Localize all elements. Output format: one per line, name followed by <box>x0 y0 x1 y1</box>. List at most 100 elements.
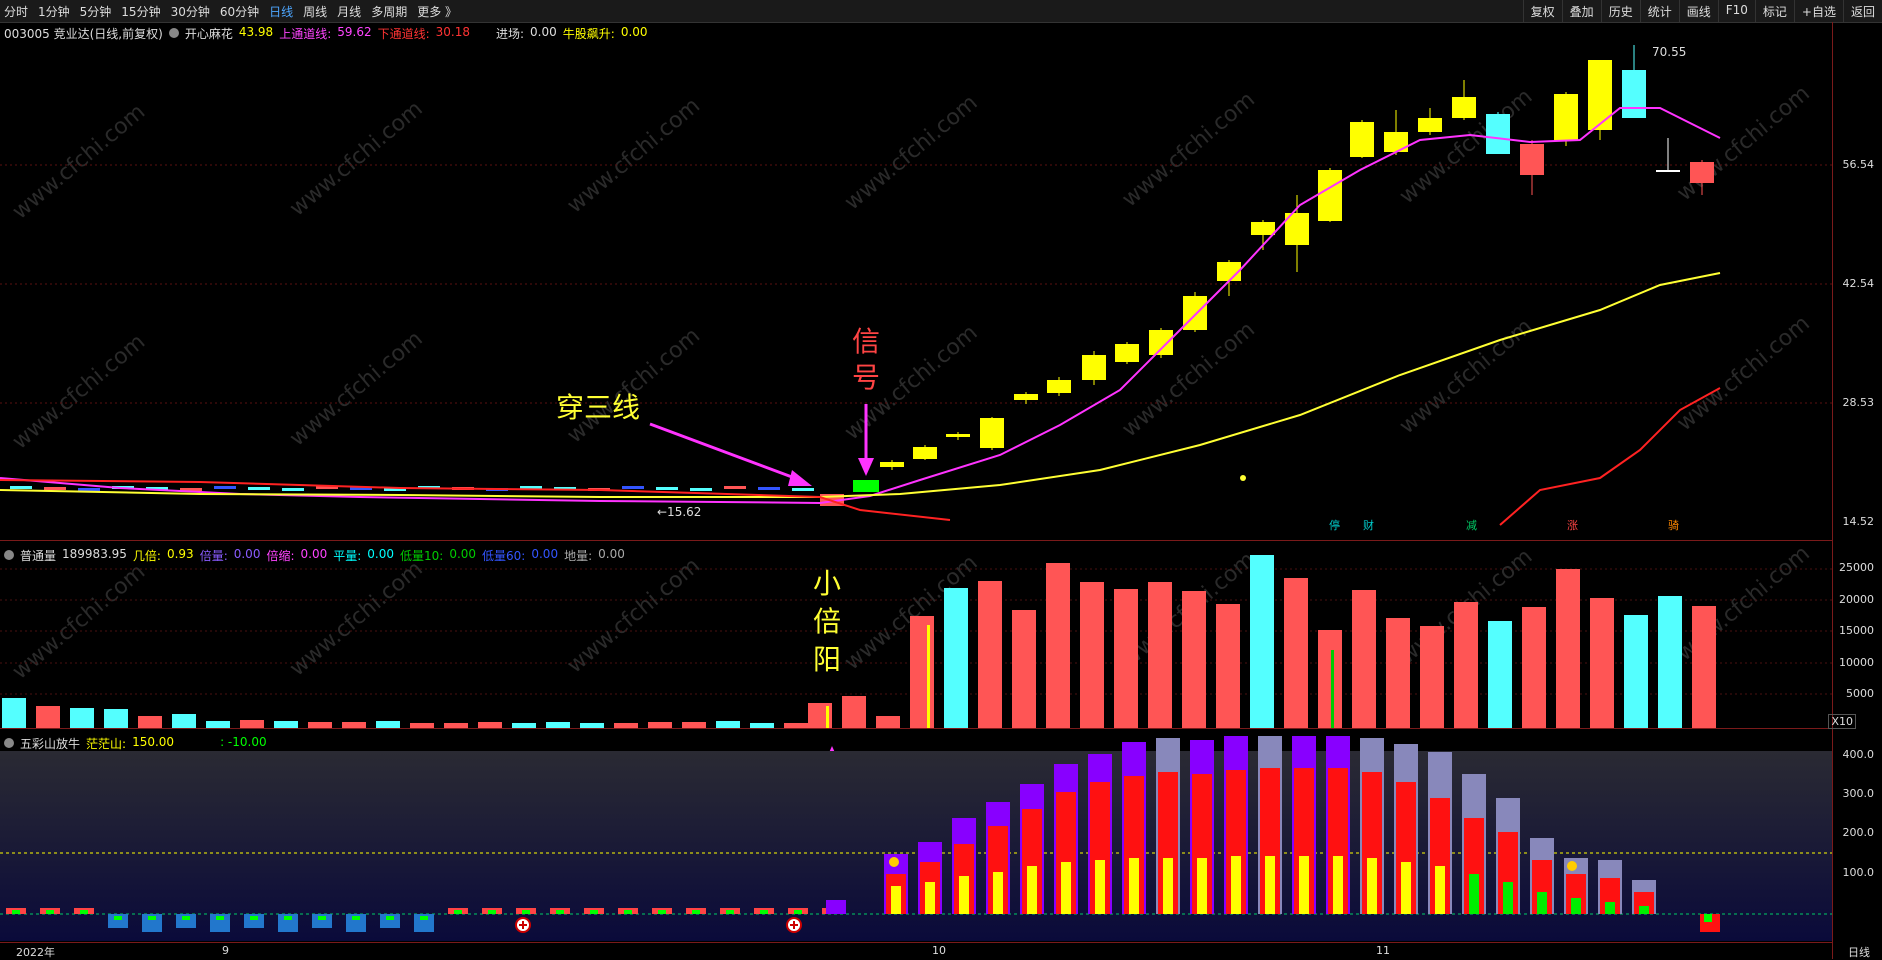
volume-bar <box>376 721 400 728</box>
volume-panel-info: 普通量 189983.95 几倍: 0.93 倍量: 0.00 倍缩: 0.00 平量… <box>4 547 625 564</box>
wucai-small <box>278 914 298 932</box>
wucai-small-inner <box>760 910 768 914</box>
candle-body <box>880 462 904 467</box>
event-label[interactable]: 骑 <box>1668 519 1679 532</box>
wucai-small-inner <box>386 916 394 920</box>
wucai-value2: : -10.00 <box>220 735 267 749</box>
wucai-bar-mid <box>1328 768 1348 914</box>
wucai-bar-mid <box>1498 832 1518 914</box>
lower-label: 下通道线: <box>377 27 430 41</box>
settings-icon[interactable] <box>4 547 14 564</box>
wucai-small-inner <box>352 916 360 920</box>
vol-item-label: 低量10: <box>399 549 444 563</box>
lower-value: 30.18 <box>435 25 470 39</box>
event-label[interactable]: 涨 <box>1567 519 1578 532</box>
wucai-small <box>346 914 366 932</box>
vol-item-value: 0.00 <box>300 547 328 561</box>
indicator-value: 43.98 <box>238 25 274 39</box>
tab-period[interactable]: 更多 》 <box>417 5 458 19</box>
draw-button[interactable]: 画线 <box>1678 0 1718 22</box>
wucai-bar-mid <box>1260 768 1280 914</box>
candle-body <box>44 487 66 490</box>
tab-period[interactable]: 30分钟 <box>170 5 210 19</box>
y-tick-main: 14.52 <box>1842 515 1875 528</box>
arrow-head <box>858 458 874 476</box>
indicator-name: 开心麻花 <box>184 27 233 41</box>
wucai-bar-outer <box>918 842 942 914</box>
event-label[interactable]: 停 <box>1329 519 1340 532</box>
tab-period[interactable]: 1分钟 <box>38 5 70 19</box>
candle-body <box>1588 60 1612 130</box>
overlay-button[interactable]: 叠加 <box>1561 0 1601 22</box>
upper-label: 上通道线: <box>279 27 332 41</box>
candle-body <box>792 488 814 491</box>
settings-icon[interactable] <box>4 735 14 752</box>
watermark-text: www.cfchi.com <box>840 780 982 905</box>
wucai-bar-inner <box>925 882 935 914</box>
mark-button[interactable]: 标记 <box>1754 0 1794 22</box>
watermark-text: www.cfchi.com <box>1672 771 1814 896</box>
watermark-text: www.cfchi.com <box>1672 311 1814 436</box>
wucai-bar-outer <box>826 900 846 914</box>
wucai-bar-inner <box>1639 906 1649 914</box>
wucai-small-inner <box>80 910 88 914</box>
volume-bar <box>1046 563 1070 728</box>
event-label[interactable]: 减 <box>1466 519 1477 532</box>
wucai-bar-outer <box>1292 736 1316 914</box>
candle-body <box>554 487 576 490</box>
stats-button[interactable]: 统计 <box>1639 0 1679 22</box>
tab-period[interactable]: 多周期 <box>371 5 408 19</box>
period-label[interactable]: 日线 <box>1848 946 1870 959</box>
watermark-text: www.cfchi.com <box>1395 544 1537 669</box>
wucai-bar-outer <box>1224 736 1248 914</box>
ma-line-red-upper <box>1499 387 1721 526</box>
wucai-bar-outer <box>1190 740 1214 914</box>
y-tick-main: 56.54 <box>1842 158 1875 171</box>
volume-bar <box>1556 569 1580 728</box>
low-price-label: ←15.62 <box>657 505 702 519</box>
settings-icon[interactable] <box>168 25 179 42</box>
wucai-label1: 茫茫山: <box>86 737 127 751</box>
tab-period[interactable]: 15分钟 <box>121 5 161 19</box>
wucai-bar-mid <box>1464 818 1484 914</box>
volume-bar <box>274 721 298 728</box>
scale-badge[interactable]: X10 <box>1828 714 1856 729</box>
tab-period-active[interactable]: 日线 <box>269 5 294 19</box>
volume-bar <box>206 721 230 728</box>
history-button[interactable]: 历史 <box>1600 0 1640 22</box>
tab-period[interactable]: 分时 <box>4 5 29 19</box>
panel-divider <box>0 540 1832 541</box>
candle-body <box>316 486 338 489</box>
watermark-text: www.cfchi.com <box>8 99 150 224</box>
volume-bar <box>808 703 832 728</box>
wucai-bar-mid <box>920 862 940 914</box>
wucai-value1: 150.00 <box>132 735 175 749</box>
f10-button[interactable]: F10 <box>1717 0 1755 22</box>
wucai-bar-inner <box>1571 898 1581 914</box>
wucai-small <box>74 908 94 914</box>
vol-item-value: 0.00 <box>449 547 477 561</box>
tab-period[interactable]: 60分钟 <box>219 5 260 19</box>
fuquan-button[interactable]: 复权 <box>1522 0 1562 22</box>
add-watchlist-button[interactable]: +自选 <box>1793 0 1843 22</box>
gold-dot <box>1567 861 1577 871</box>
tab-period[interactable]: 周线 <box>303 5 328 19</box>
x-tick: 2022年 <box>16 946 55 959</box>
y-tick-vol: 25000 <box>1839 561 1874 574</box>
volume-bar <box>944 588 968 728</box>
wucai-bar-outer <box>1258 736 1282 914</box>
stock-title: 003005 竞业达(日线,前复权) <box>4 27 163 41</box>
volume-marker <box>826 706 829 728</box>
tab-period[interactable]: 月线 <box>337 5 362 19</box>
wucai-small-inner <box>522 910 530 914</box>
wucai-small-inner <box>590 910 598 914</box>
tab-period[interactable]: 5分钟 <box>79 5 112 19</box>
wucai-bar-mid <box>1600 878 1620 914</box>
back-button[interactable]: 返回 <box>1842 0 1882 22</box>
event-label[interactable]: 财 <box>1363 519 1374 532</box>
ma-line-red-lower <box>0 479 951 521</box>
candle-body <box>656 487 678 490</box>
wucai-bar-outer <box>1360 738 1384 914</box>
wucai-small <box>448 908 468 914</box>
volume-bar <box>1080 582 1104 728</box>
